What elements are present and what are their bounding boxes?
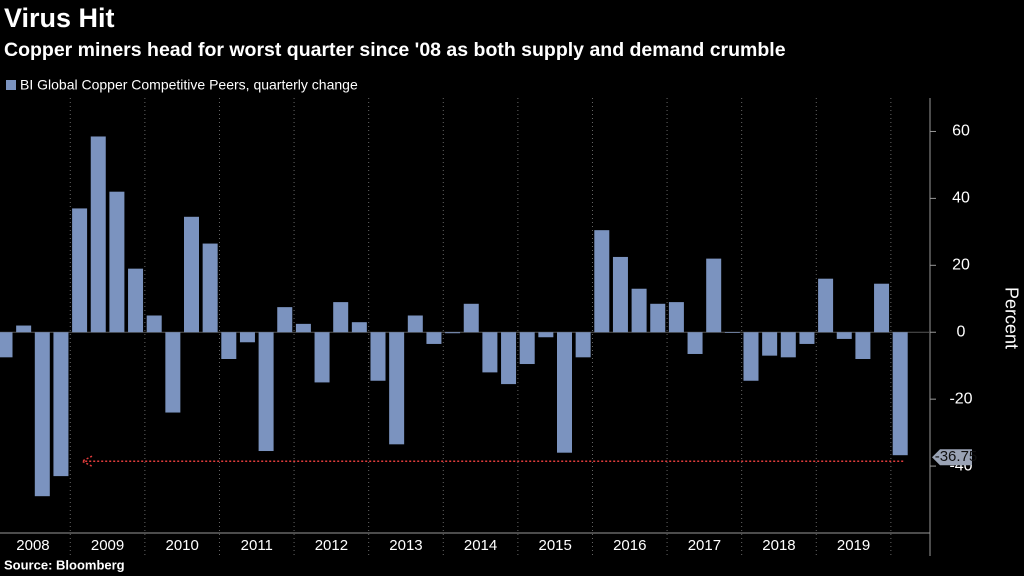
chart-subtitle: Copper miners head for worst quarter sin…	[4, 39, 786, 61]
bar	[202, 243, 218, 333]
x-tick-label: 2014	[464, 537, 497, 554]
bar	[687, 332, 703, 354]
bar	[706, 258, 722, 333]
y-tick-label: -20	[949, 390, 972, 407]
bar	[72, 208, 88, 333]
bar	[295, 323, 311, 333]
y-tick-label: 40	[952, 190, 970, 207]
x-tick-label: 2016	[613, 537, 646, 554]
bar	[277, 307, 293, 333]
bar	[221, 332, 237, 359]
bar	[333, 302, 349, 333]
value-label: -36.75	[935, 448, 978, 465]
bar	[258, 332, 274, 452]
y-axis-title: Percent	[1001, 287, 1021, 349]
bar	[874, 283, 890, 333]
bar	[818, 278, 834, 333]
bar	[594, 230, 610, 333]
x-tick-label: 2011	[241, 537, 273, 554]
legend-swatch	[6, 80, 16, 90]
x-tick-label: 2013	[389, 537, 422, 554]
bar	[519, 332, 535, 365]
bar	[16, 325, 32, 333]
bar	[743, 332, 759, 381]
x-tick-label: 2012	[315, 537, 348, 554]
legend-label: BI Global Copper Competitive Peers, quar…	[20, 77, 358, 93]
y-tick-label: 0	[957, 323, 966, 340]
x-tick-label: 2010	[165, 537, 198, 554]
y-tick-label: 60	[952, 123, 970, 140]
bar	[631, 288, 647, 333]
value-label-box	[932, 449, 972, 466]
bar	[128, 268, 144, 333]
bar	[575, 332, 591, 358]
bar	[780, 332, 796, 358]
bar	[184, 216, 199, 333]
bar	[650, 303, 666, 333]
bar	[668, 302, 684, 333]
bar	[482, 332, 498, 373]
bar	[370, 332, 386, 381]
bar	[146, 315, 162, 333]
bar	[892, 332, 908, 456]
bar	[165, 332, 181, 413]
y-tick-label: 20	[952, 257, 970, 274]
bar	[351, 322, 367, 333]
chart-title: Virus Hit	[4, 3, 115, 33]
bar	[0, 332, 13, 358]
x-tick-label: 2017	[688, 537, 721, 554]
x-tick-label: 2018	[762, 537, 795, 554]
bar	[426, 332, 442, 344]
x-tick-label: 2015	[538, 537, 571, 554]
bar	[407, 315, 423, 333]
bar	[90, 136, 106, 333]
bar	[445, 332, 461, 334]
bar	[724, 332, 740, 333]
bar	[855, 332, 871, 359]
source: Source: Bloomberg	[4, 557, 125, 572]
bar	[463, 303, 479, 333]
bar	[836, 332, 852, 339]
bar	[538, 332, 554, 338]
bar	[762, 332, 778, 356]
bar	[612, 256, 628, 333]
bar	[34, 332, 50, 497]
bar	[501, 332, 517, 385]
x-tick-label: 2019	[837, 537, 870, 554]
x-tick-label: 2009	[91, 537, 124, 554]
x-tick-label: 2008	[16, 537, 49, 554]
bar	[389, 332, 405, 445]
bar	[557, 332, 572, 453]
bar	[314, 332, 330, 383]
bar	[53, 332, 69, 477]
bar	[109, 191, 125, 333]
bar	[239, 332, 255, 343]
bar	[799, 332, 815, 344]
